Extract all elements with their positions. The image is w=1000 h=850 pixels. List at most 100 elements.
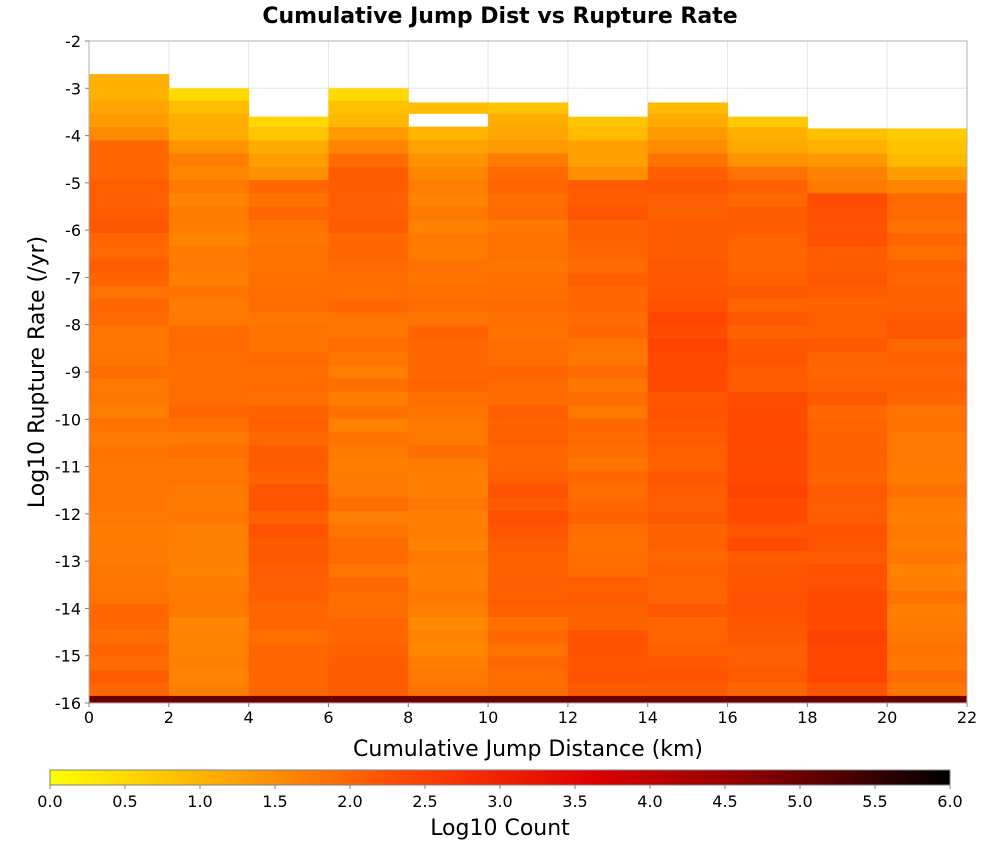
- heatmap-cell: [807, 298, 888, 313]
- heatmap-cell: [89, 510, 170, 525]
- heatmap-cell: [408, 484, 489, 498]
- heatmap-cell: [248, 497, 329, 512]
- heatmap-cell: [408, 139, 489, 154]
- heatmap-cell: [408, 298, 489, 313]
- heatmap-cell: [647, 179, 729, 194]
- heatmap-cell: [89, 457, 170, 472]
- heatmap-cell: [488, 391, 569, 406]
- heatmap-cell: [807, 192, 888, 207]
- heatmap-cell: [567, 656, 649, 670]
- heatmap-cell: [567, 550, 649, 565]
- heatmap-cell: [807, 311, 888, 326]
- heatmap-cell: [807, 378, 888, 392]
- heatmap-cell: [887, 391, 968, 406]
- heatmap-cell: [248, 153, 329, 167]
- heatmap-cell: [328, 364, 409, 379]
- heatmap-cell: [727, 603, 808, 617]
- heatmap-cell: [567, 285, 649, 300]
- heatmap-cell: [408, 589, 489, 604]
- heatmap-cell: [488, 325, 569, 339]
- heatmap-cell: [328, 616, 409, 631]
- x-tick-label: 22: [957, 708, 977, 727]
- heatmap-cell: [168, 153, 250, 167]
- heatmap-cell: [408, 417, 489, 432]
- heatmap-cell: [887, 431, 968, 445]
- heatmap-cell: [887, 179, 968, 194]
- heatmap-cell: [727, 219, 808, 234]
- heatmap-cell: [647, 550, 729, 565]
- heatmap-cell: [89, 126, 170, 141]
- heatmap-cell: [647, 139, 729, 154]
- heatmap-cell: [727, 616, 808, 631]
- heatmap-cell: [168, 523, 250, 538]
- heatmap-cell: [89, 338, 170, 353]
- heatmap-cell: [328, 126, 409, 141]
- heatmap-cell: [168, 404, 250, 419]
- heatmap-cell: [727, 537, 808, 551]
- y-tick-label: -9: [65, 363, 81, 382]
- heatmap-cell: [647, 338, 729, 353]
- heatmap-cell: [89, 629, 170, 644]
- heatmap-cell: [647, 285, 729, 300]
- heatmap-cell: [248, 457, 329, 472]
- heatmap-cell: [328, 232, 409, 247]
- heatmap-cell: [248, 576, 329, 591]
- heatmap-cell: [647, 378, 729, 392]
- heatmap-cell: [248, 563, 329, 578]
- heatmap-cell: [89, 550, 170, 565]
- heatmap-cell: [248, 232, 329, 247]
- heatmap-cell: [248, 510, 329, 525]
- heatmap-cell: [567, 404, 649, 419]
- heatmap-cell: [168, 629, 250, 644]
- heatmap-cell: [567, 298, 649, 313]
- heatmap-cell: [408, 563, 489, 578]
- heatmap-cell: [727, 656, 808, 670]
- heatmap-cell: [488, 153, 569, 167]
- heatmap-cell: [807, 153, 888, 167]
- heatmap-cell: [168, 563, 250, 578]
- heatmap-cell: [89, 431, 170, 445]
- heatmap-cell: [248, 166, 329, 181]
- heatmap-cell: [647, 589, 729, 604]
- heatmap-cell: [488, 166, 569, 181]
- heatmap-cell: [727, 629, 808, 644]
- heatmap-cell: [647, 404, 729, 419]
- heatmap-cell: [408, 325, 489, 339]
- heatmap-cell: [887, 232, 968, 247]
- heatmap-cell: [488, 629, 569, 644]
- heatmap-cell: [887, 298, 968, 313]
- heatmap-cell: [248, 272, 329, 286]
- heatmap-cell: [727, 245, 808, 260]
- heatmap-cell: [807, 338, 888, 353]
- heatmap-cell: [89, 669, 170, 684]
- heatmap-cell: [488, 537, 569, 551]
- heatmap-cell: [168, 298, 250, 313]
- heatmap-cell: [727, 642, 808, 657]
- heatmap-cell: [488, 258, 569, 273]
- colorbar-tick-label: 5.5: [862, 792, 887, 811]
- heatmap-cell: [807, 272, 888, 286]
- heatmap-cell: [647, 497, 729, 512]
- heatmap-cell: [567, 510, 649, 525]
- heatmap-cell: [408, 245, 489, 260]
- heatmap-cell: [168, 285, 250, 300]
- heatmap-cell: [248, 206, 329, 220]
- heatmap-cell: [647, 457, 729, 472]
- heatmap-cell: [647, 391, 729, 406]
- colorbar-tick-label: 3.5: [562, 792, 587, 811]
- heatmap-cell: [807, 232, 888, 247]
- heatmap-cell: [328, 563, 409, 578]
- heatmap-cell: [807, 682, 888, 697]
- heatmap-cell: [248, 589, 329, 604]
- heatmap-cell: [727, 232, 808, 247]
- heatmap-cell: [168, 351, 250, 366]
- heatmap-cell: [248, 139, 329, 154]
- heatmap-cell: [89, 656, 170, 670]
- heatmap-cell: [168, 364, 250, 379]
- heatmap-cell: [328, 470, 409, 485]
- heatmap-cell: [887, 642, 968, 657]
- heatmap-cell: [488, 272, 569, 286]
- heatmap-cell: [89, 589, 170, 604]
- heatmap-cell: [727, 166, 808, 181]
